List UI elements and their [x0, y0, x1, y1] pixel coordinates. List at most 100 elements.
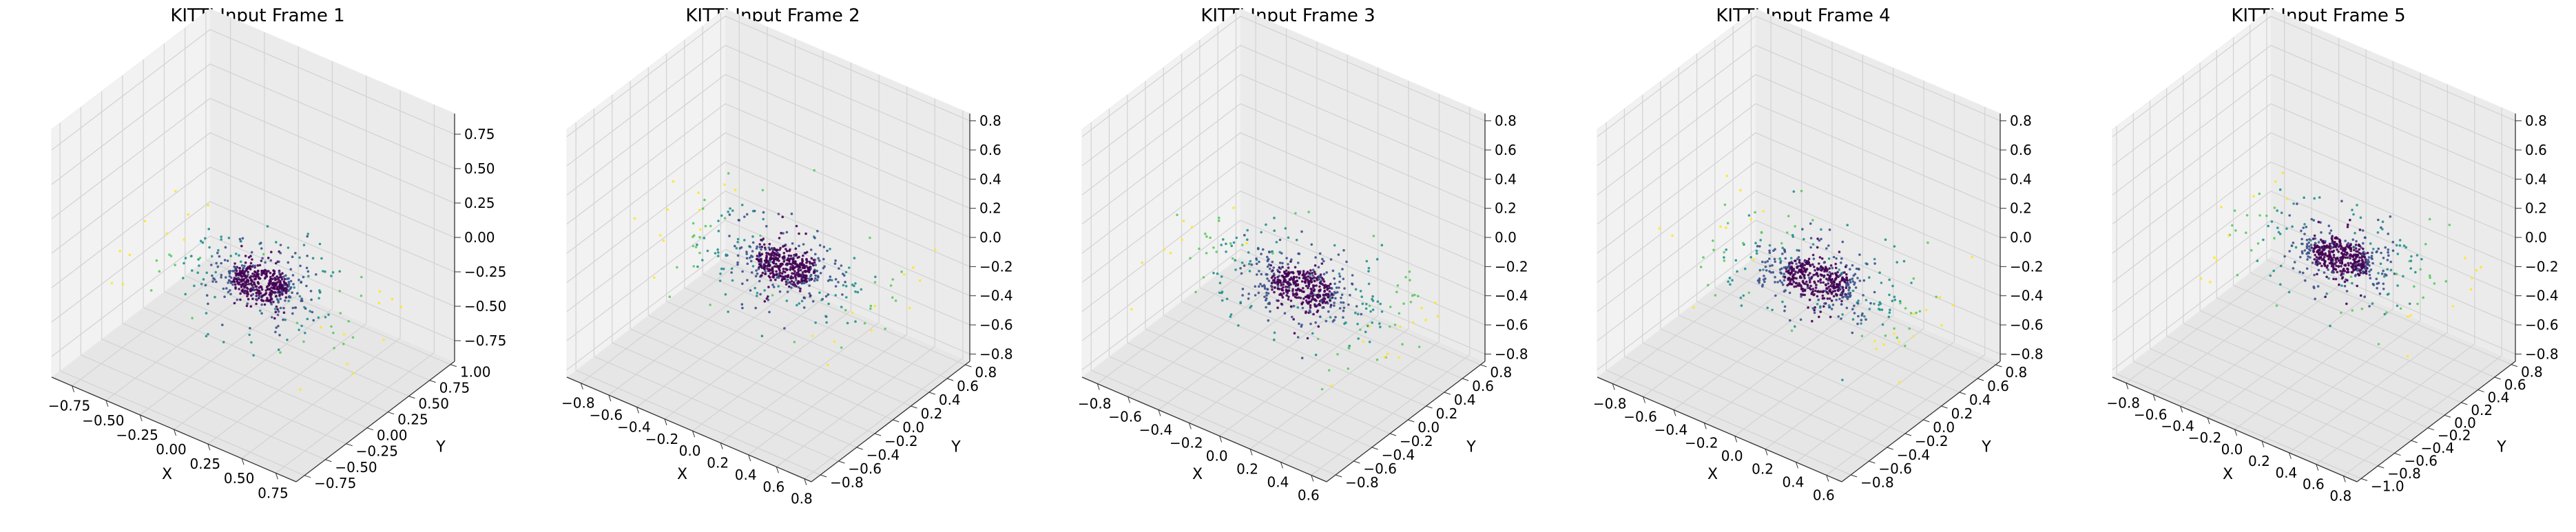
data-point [278, 270, 281, 274]
data-point [2324, 253, 2327, 257]
data-point [304, 332, 307, 334]
data-point [2320, 258, 2324, 262]
data-point [2376, 286, 2378, 290]
data-point [1327, 310, 1330, 313]
z-tick-label: 0.6 [2010, 142, 2032, 158]
data-point [2245, 214, 2249, 217]
data-point [2382, 282, 2385, 286]
data-point [1828, 267, 1831, 270]
grid-line-y [1623, 109, 1869, 462]
data-point [264, 268, 267, 272]
y-tick [2478, 389, 2484, 392]
data-point [2320, 245, 2324, 248]
y-tick-label: 0.8 [975, 364, 997, 381]
data-point [1838, 281, 1842, 284]
data-point [318, 289, 321, 292]
data-point [2341, 249, 2345, 253]
data-point [298, 295, 302, 298]
data-point [1308, 309, 1311, 312]
data-point [253, 283, 256, 286]
data-point [1130, 308, 1133, 311]
data-point [2220, 206, 2223, 209]
data-point [1378, 322, 1381, 326]
data-point [2355, 262, 2358, 266]
y-tick-label: 0.0 [2454, 414, 2476, 431]
data-point [1267, 302, 1270, 306]
data-point [1759, 239, 1762, 242]
data-point [1791, 275, 1794, 278]
x-tick [1158, 409, 1161, 416]
data-point [2315, 256, 2318, 259]
data-point [1838, 251, 1841, 253]
y-tick [1923, 419, 1930, 423]
data-point [2370, 255, 2374, 257]
data-point [291, 291, 293, 295]
data-point [2360, 256, 2363, 259]
data-point [1338, 307, 1342, 310]
data-point [183, 262, 185, 265]
data-point [239, 298, 242, 301]
x-tick-label: 0.0 [2221, 441, 2243, 458]
data-point [1845, 264, 1848, 267]
data-point [1296, 296, 1298, 299]
grid-line-z [2112, 15, 2516, 138]
data-point [704, 224, 707, 228]
data-point [771, 284, 774, 286]
data-point [1878, 271, 1881, 275]
data-point [1315, 294, 1318, 297]
data-point [2360, 263, 2363, 266]
data-point [797, 264, 800, 267]
data-point [2356, 204, 2358, 206]
data-point [2354, 244, 2358, 246]
data-point [1801, 262, 1804, 266]
data-point [2346, 256, 2349, 259]
data-point [242, 279, 245, 282]
data-point [798, 266, 802, 269]
data-point [2307, 245, 2311, 248]
data-point [1740, 304, 1743, 307]
data-point [2408, 302, 2411, 306]
data-point [1825, 277, 1828, 281]
data-point [258, 309, 262, 312]
data-point [1873, 290, 1876, 294]
data-point [298, 256, 301, 259]
data-point [255, 288, 258, 291]
data-point [1310, 288, 1313, 291]
data-point [215, 262, 218, 265]
data-point [1832, 280, 1835, 284]
data-point [719, 273, 722, 275]
data-point [1827, 279, 1829, 282]
data-point [795, 253, 798, 256]
data-point [756, 272, 759, 275]
data-point [1286, 291, 1289, 295]
data-point [294, 252, 297, 255]
data-point [848, 266, 851, 269]
data-point [787, 281, 790, 284]
data-point [1337, 253, 1340, 256]
data-point [251, 258, 253, 261]
data-point [1811, 253, 1815, 257]
grid-line-y [1732, 26, 1978, 379]
data-point [240, 275, 243, 278]
data-point [2317, 220, 2320, 224]
data-point [1800, 285, 1803, 288]
data-point [668, 295, 672, 299]
data-point [299, 264, 302, 268]
data-point [1267, 258, 1269, 262]
data-point [1313, 276, 1316, 279]
y-axis-label: Y [1981, 439, 1991, 456]
data-point [291, 255, 294, 259]
data-point [1269, 264, 1272, 267]
data-point [853, 257, 856, 259]
data-point [1287, 270, 1290, 274]
data-point [751, 209, 755, 213]
data-point [1811, 290, 1814, 293]
data-point [730, 271, 733, 274]
data-point [2345, 290, 2349, 292]
x-tick [692, 431, 696, 438]
data-point [1827, 244, 1830, 247]
data-point [2310, 217, 2313, 221]
data-point [1360, 295, 1363, 299]
data-point [305, 284, 308, 288]
data-point [2330, 237, 2334, 240]
